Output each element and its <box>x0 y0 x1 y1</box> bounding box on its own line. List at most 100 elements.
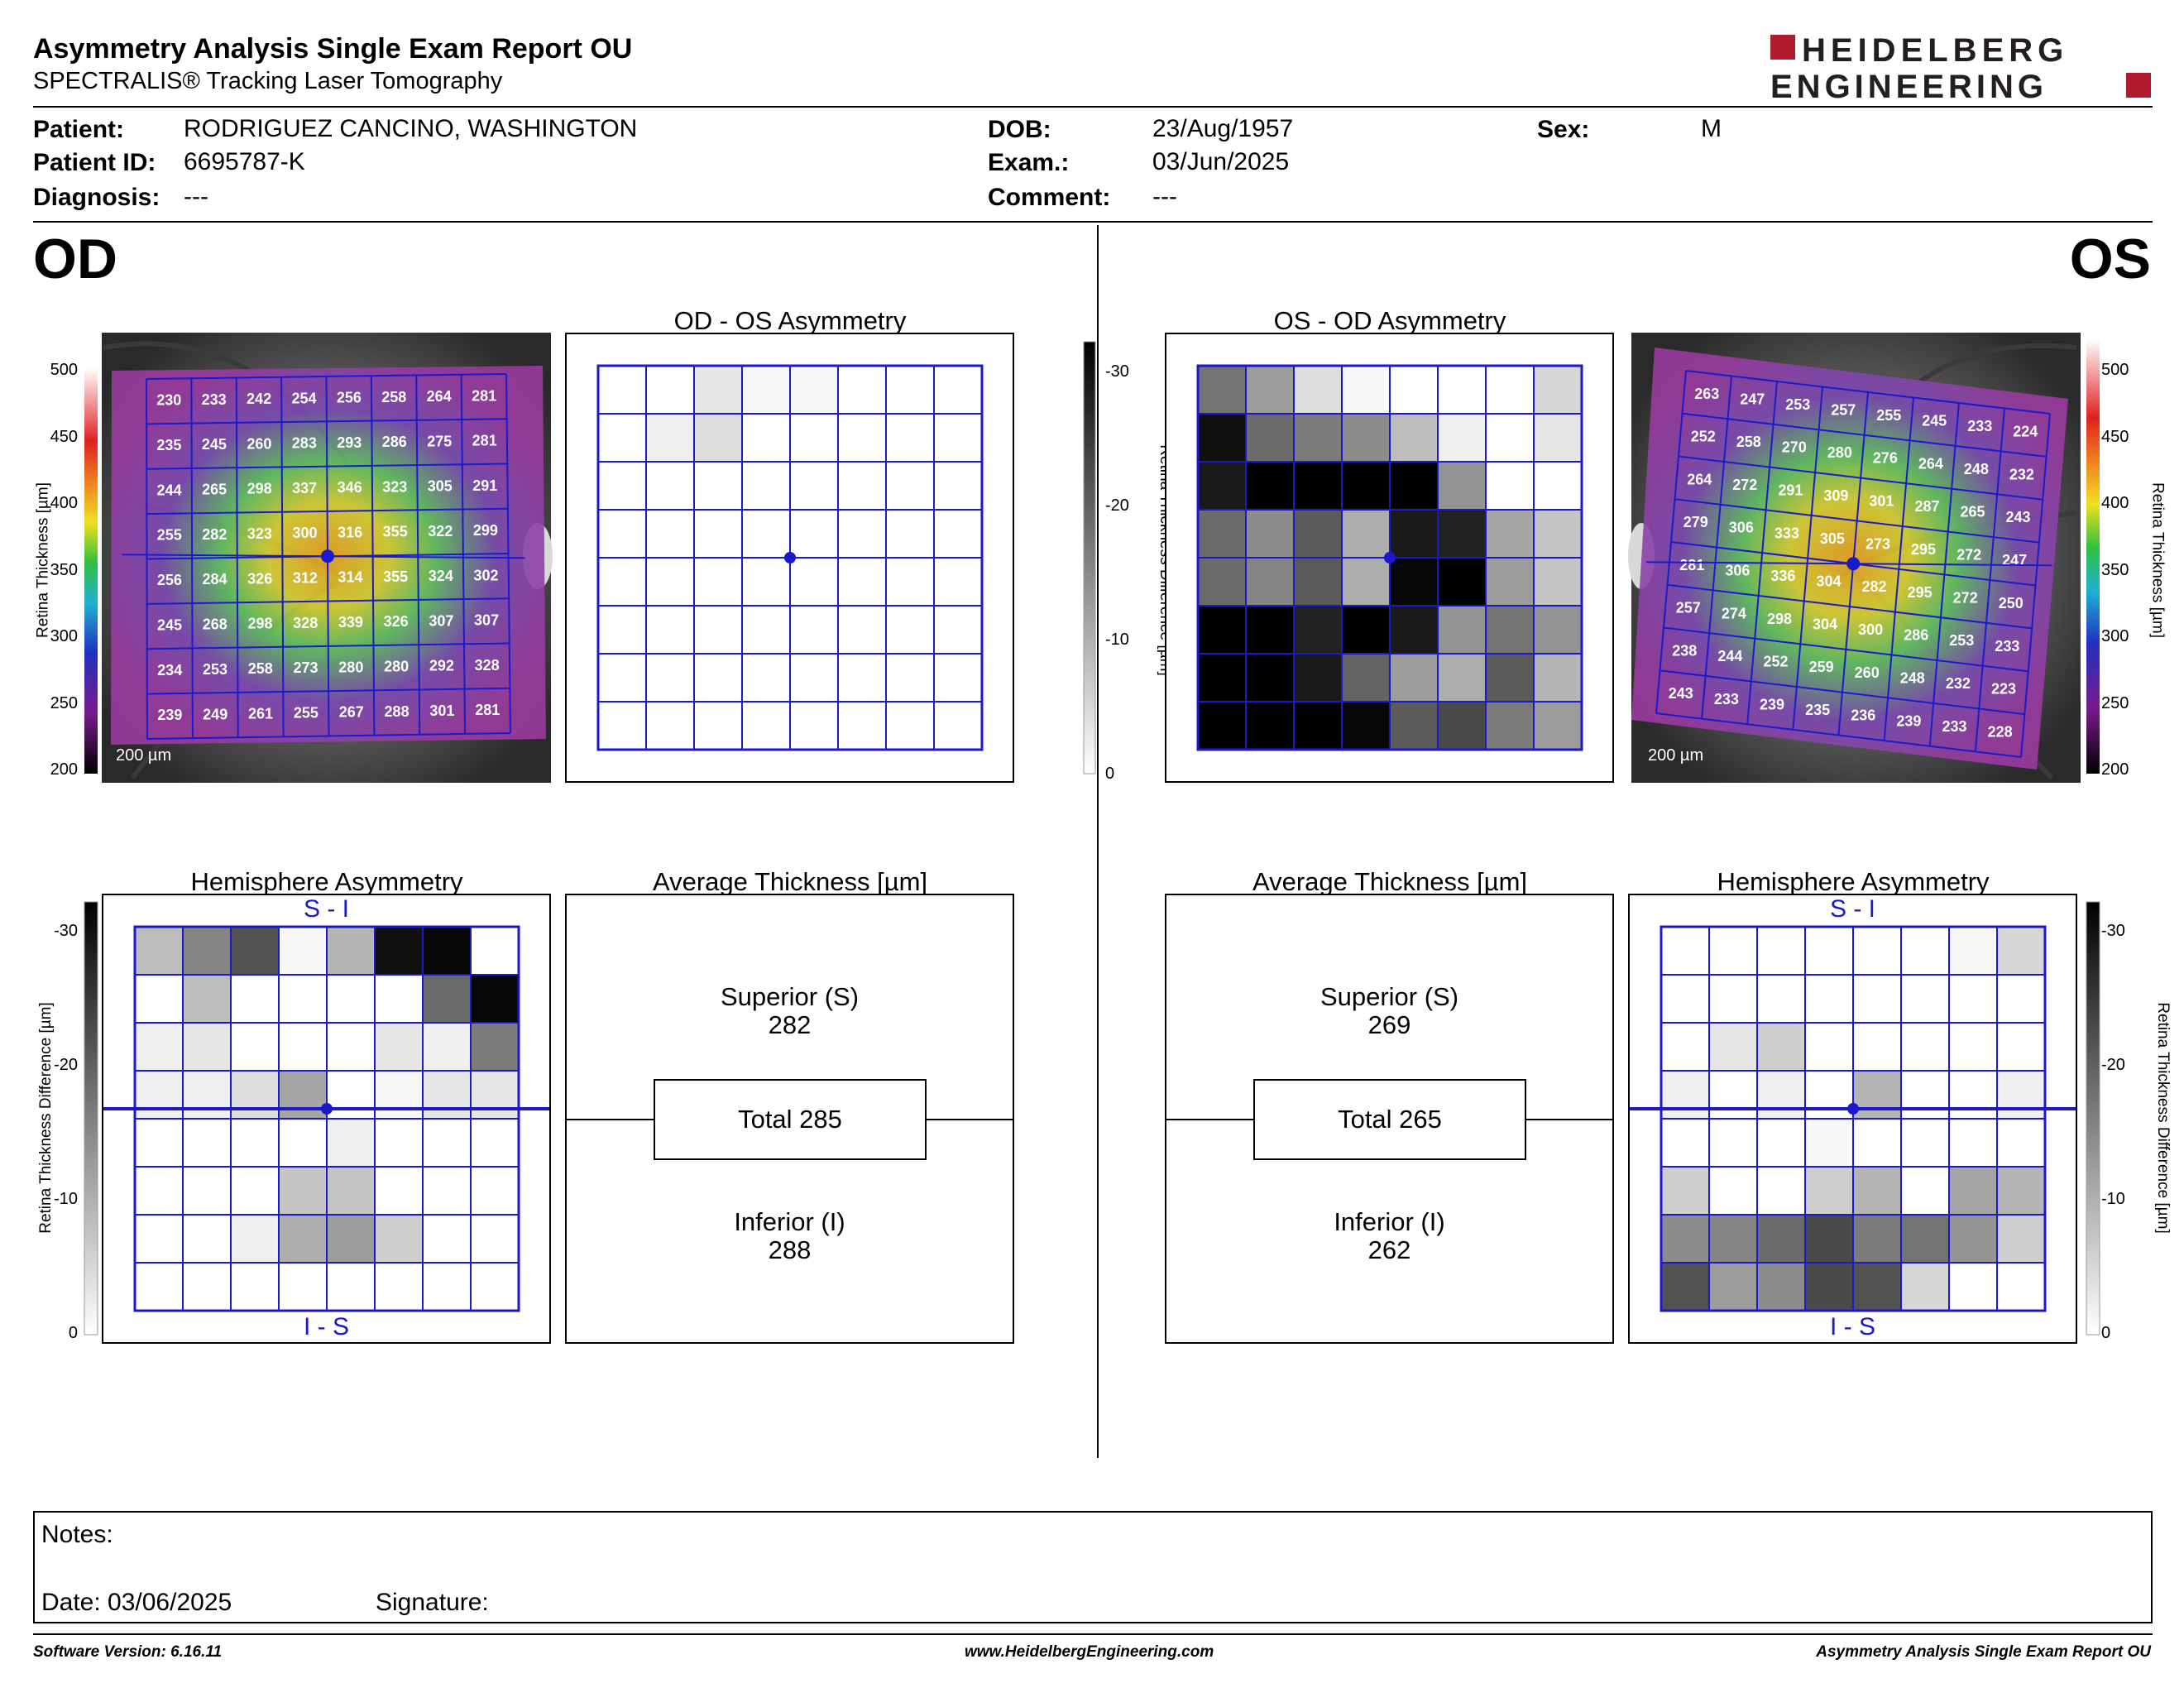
os-thickness-value: 304 <box>1816 573 1841 590</box>
os-hemi-cell <box>1948 926 1998 976</box>
os-asym-cell <box>1197 653 1247 703</box>
od-hemi-panel: S - I I - S <box>102 894 551 1344</box>
od-hemi-cell <box>134 1214 184 1264</box>
od-hemi-cell <box>278 1166 328 1216</box>
os-thickness-gridline <box>1655 712 2022 758</box>
os-thickness-value: 279 <box>1684 514 1708 530</box>
patient-id-label: Patient ID: <box>33 149 156 176</box>
os-thickness-value: 298 <box>1767 611 1792 627</box>
os-asym-cell <box>1341 701 1391 750</box>
os-asym-cell <box>1533 365 1583 415</box>
os-thickness-tick: 400 <box>2101 494 2129 512</box>
os-hemi-diff-tick: -20 <box>2101 1056 2125 1074</box>
os-asym-cell <box>1245 365 1295 415</box>
od-thickness-value: 302 <box>473 567 498 583</box>
os-thickness-value: 295 <box>1908 584 1933 601</box>
od-thickness-value: 328 <box>293 615 318 631</box>
os-hemi-cell <box>1708 1118 1758 1168</box>
od-thickness-value: 260 <box>247 435 271 452</box>
od-hemi-cell <box>230 1118 280 1168</box>
od-hemi-cell <box>374 1118 424 1168</box>
os-hemi-diff-tick: 0 <box>2101 1324 2111 1342</box>
od-thickness-value: 346 <box>338 479 362 496</box>
od-thickness-tick: 200 <box>50 760 78 779</box>
os-hemi-cell <box>1708 1022 1758 1072</box>
od-asym-cell <box>645 461 695 511</box>
od-thickness-value: 261 <box>248 705 273 722</box>
exam-value: 03/Jun/2025 <box>1152 148 1290 175</box>
os-asym-cell <box>1197 605 1247 655</box>
os-asym-cell <box>1389 461 1439 511</box>
footer-website[interactable]: www.HeidelbergEngineering.com <box>965 1643 1214 1661</box>
os-thickness-colorbar <box>2086 339 2100 774</box>
os-asym-cell <box>1341 653 1391 703</box>
os-thickness-tick: 500 <box>2101 361 2129 379</box>
os-hemi-cell <box>1660 1166 1710 1216</box>
os-hemi-cell <box>1708 1070 1758 1120</box>
os-asym-title: OS - OD Asymmetry <box>1273 306 1506 335</box>
os-hemi-cell <box>1852 1214 1902 1264</box>
os-asym-cell <box>1245 701 1295 750</box>
od-inferior-value: 288 <box>768 1235 812 1264</box>
os-hemi-cell <box>1804 1118 1854 1168</box>
od-thickness-value: 288 <box>385 703 410 720</box>
os-hemi-cell <box>1948 1166 1998 1216</box>
os-thickness-value: 309 <box>1823 487 1848 504</box>
os-hemi-cell <box>1996 1070 2046 1120</box>
od-thickness-gridline <box>370 376 376 736</box>
os-thickness-value: 239 <box>1896 712 1921 729</box>
os-avg-title: Average Thickness [µm] <box>1252 867 1528 896</box>
od-thickness-value: 264 <box>427 388 452 405</box>
os-hemi-cell <box>1756 1022 1806 1072</box>
os-superior-value: 269 <box>1367 1010 1411 1039</box>
os-thickness-value: 252 <box>1763 654 1788 670</box>
od-asym-cell <box>933 413 983 463</box>
notes-box: Notes: Date: 03/06/2025 Signature: <box>33 1511 2153 1623</box>
od-asym-cell <box>789 605 839 655</box>
os-thickness-gridline <box>1667 583 2033 630</box>
od-hemi-cell <box>230 926 280 976</box>
os-thickness-value: 305 <box>1820 530 1845 547</box>
od-thickness-value: 230 <box>156 392 181 409</box>
os-thickness-value: 255 <box>1876 407 1901 424</box>
os-hemi-cell <box>1900 1262 1950 1312</box>
od-asym-cell <box>789 365 839 415</box>
od-asym-cell <box>837 653 887 703</box>
od-thickness-value: 281 <box>472 387 496 404</box>
report-title: Asymmetry Analysis Single Exam Report OU <box>33 33 633 65</box>
os-asym-cell <box>1341 461 1391 511</box>
os-hemi-cell <box>1900 1022 1950 1072</box>
os-thickness-value: 238 <box>1672 642 1697 659</box>
os-hemi-cell <box>1708 1166 1758 1216</box>
os-thickness-value: 257 <box>1831 401 1856 418</box>
od-thickness-value: 265 <box>202 482 227 498</box>
patient-label: Patient: <box>33 116 125 143</box>
od-hemi-cell <box>470 926 520 976</box>
os-thickness-value: 280 <box>1827 444 1852 461</box>
os-thickness-value: 336 <box>1770 568 1795 584</box>
od-hemi-cell <box>278 1118 328 1168</box>
os-thickness-value: 264 <box>1918 455 1943 472</box>
os-asym-cell <box>1533 605 1583 655</box>
os-asym-cell <box>1485 461 1535 511</box>
od-thickness-value: 293 <box>337 434 362 451</box>
os-asym-cell <box>1245 557 1295 607</box>
os-thickness-gridline <box>1974 408 2005 752</box>
od-total: Total 285 <box>738 1105 842 1134</box>
od-thickness-value: 298 <box>247 481 272 497</box>
od-hemi-cell <box>374 1070 424 1120</box>
os-hemi-diff-colorbar <box>2086 901 2100 1336</box>
od-asym-cell <box>693 653 743 703</box>
od-thickness-tick: 350 <box>50 560 78 579</box>
os-thickness-value: 272 <box>1953 589 1978 606</box>
od-asym-cell <box>645 605 695 655</box>
od-asym-cell <box>885 509 935 559</box>
os-asym-cell <box>1437 461 1487 511</box>
os-hemi-cell <box>1660 1118 1710 1168</box>
comment-value: --- <box>1152 183 1177 210</box>
os-thickness-value: 223 <box>1991 681 2016 698</box>
od-hemi-cell <box>278 974 328 1024</box>
os-asym-cell <box>1293 653 1343 703</box>
os-hemi-cell <box>1660 1070 1710 1120</box>
od-hemi-cell <box>374 974 424 1024</box>
